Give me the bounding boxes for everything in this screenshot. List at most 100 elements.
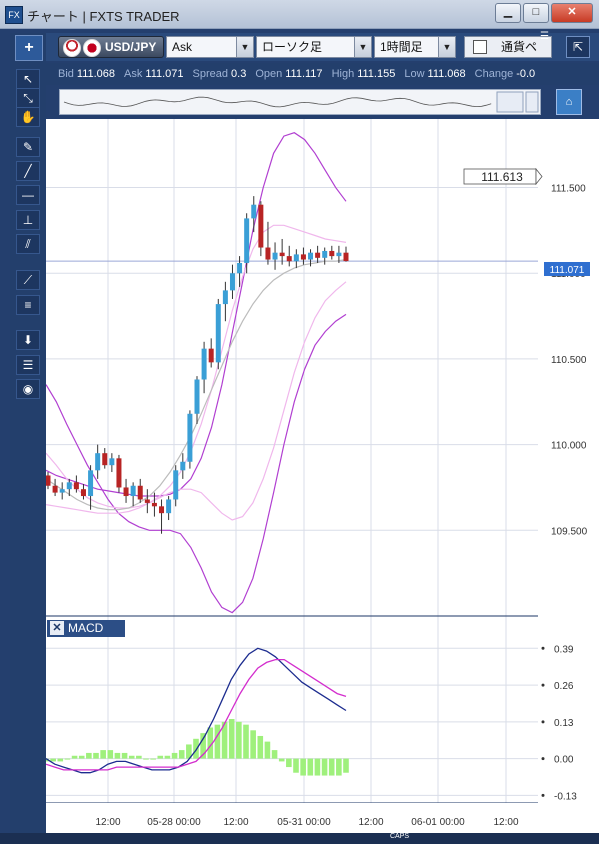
minimize-button[interactable]: ▁ [495, 3, 521, 23]
macd-histogram-bar [314, 758, 321, 776]
time-tick-label: 06-01 00:00 [411, 817, 465, 828]
macd-histogram-bar [286, 758, 292, 768]
title-bar[interactable]: FX チャート | FXTS TRADER ▁ □ ✕ [0, 0, 599, 29]
ask-value: 111.071 [145, 68, 184, 80]
horizontal-line-icon[interactable]: — [16, 185, 40, 205]
spread-value: 0.3 [231, 68, 247, 80]
maximize-button[interactable]: □ [523, 3, 549, 23]
macd-tick-dot [541, 793, 545, 797]
macd-histogram-bar [243, 724, 249, 759]
candle-body [159, 506, 165, 514]
move-cursor-icon[interactable]: ⤡ [16, 88, 40, 108]
macd-tick-label: -0.13 [554, 791, 577, 802]
fibonacci-fan-icon[interactable]: ⟋ [16, 270, 40, 290]
price-side-select[interactable]: Ask ▼ [166, 36, 254, 58]
candle-body [59, 489, 65, 493]
macd-axis: 0.39 0.26 0.13 0.00 -0.13 [541, 644, 577, 802]
macd-histogram-bar [128, 755, 135, 759]
candle-body [229, 273, 235, 291]
symbol-selector[interactable]: USD/JPY [58, 36, 164, 58]
trendline-icon[interactable]: ╱ [16, 161, 40, 181]
candle-body [272, 252, 278, 260]
menu-icon[interactable]: ☰ [540, 31, 549, 42]
macd-histogram-bar [143, 758, 149, 760]
close-button[interactable]: ✕ [551, 3, 593, 23]
candle-body [215, 304, 221, 363]
candle-body [46, 475, 51, 486]
time-tick-label: 05-28 00:00 [147, 817, 201, 828]
macd-title: MACD [68, 621, 104, 635]
open-label: Open [255, 68, 283, 80]
macd-histogram-bar [136, 755, 142, 759]
low-label: Low [404, 68, 425, 80]
time-tick-label: 12:00 [95, 817, 120, 828]
app-icon: FX [5, 6, 23, 24]
vertical-line-icon[interactable]: ⊥ [16, 210, 40, 230]
currency-pair-panel-button[interactable]: 通貨ペ [464, 36, 552, 58]
candle-body [265, 247, 271, 260]
bollinger-bands [46, 132, 347, 614]
macd-histogram-bar [293, 758, 299, 773]
candle-body [279, 252, 285, 257]
time-tick-label: 12:00 [493, 817, 518, 828]
candle-body [329, 250, 335, 257]
candle-body [95, 453, 101, 471]
candle-body [137, 485, 143, 500]
candle-body [187, 413, 193, 462]
macd-tick-dot [541, 757, 545, 761]
home-icon[interactable]: ⌂ [556, 89, 582, 115]
macd-histogram-bar [186, 744, 192, 759]
spread-label: Spread [192, 68, 229, 80]
close-macd-button[interactable]: ✕ [50, 621, 64, 635]
plot-area [46, 119, 538, 833]
macd-tick-dot [541, 720, 545, 724]
candle-body [308, 252, 314, 260]
channel-icon[interactable]: ⫽ [16, 234, 40, 254]
checkbox[interactable] [473, 40, 487, 54]
hand-icon[interactable]: ✋ [16, 107, 40, 127]
camera-icon[interactable]: ◉ [16, 379, 40, 399]
candle-body [286, 256, 292, 262]
bid-value: 111.068 [76, 68, 116, 80]
expand-button[interactable]: ⇱ [566, 36, 590, 58]
low-value: 111.068 [427, 68, 466, 80]
price-tick-label: 111.500 [551, 184, 586, 195]
macd-panel-header: ✕ MACD [47, 620, 125, 637]
download-icon[interactable]: ⬇ [16, 330, 40, 350]
timeframe-select[interactable]: 1時間足 ▼ [374, 36, 456, 58]
time-axis-bg [46, 803, 599, 833]
macd-histogram-bar [200, 733, 206, 759]
select-cursor-icon[interactable]: ↖ [16, 69, 40, 89]
candle-body [130, 485, 136, 497]
macd-histogram-bar [121, 752, 128, 759]
add-chart-button[interactable]: + [15, 35, 43, 61]
price-axis-area [538, 119, 599, 833]
pen-icon[interactable]: ✎ [16, 137, 40, 157]
macd-histogram-bar [193, 738, 199, 759]
macd-histogram-bar [343, 758, 349, 773]
macd-histogram-bar [57, 758, 64, 762]
list-icon[interactable]: ☰ [16, 355, 40, 375]
fibonacci-retracement-icon[interactable]: ≡ [16, 295, 40, 315]
candle-body [116, 458, 122, 488]
candle-body [102, 453, 108, 466]
currency-pair-panel-label: 通貨ペ [501, 40, 538, 54]
macd-tick-dot [541, 683, 545, 687]
window-title: チャート | FXTS TRADER [27, 9, 180, 24]
candle-body [52, 485, 58, 493]
navigator-strip[interactable] [59, 89, 541, 115]
candle-body [258, 204, 264, 248]
candle-body [343, 252, 349, 262]
macd-histogram-bar [236, 721, 242, 759]
candle-body [80, 489, 86, 497]
macd-histogram-bar [221, 721, 228, 759]
candle-body [88, 470, 94, 497]
candles [46, 196, 349, 534]
chart-type-select[interactable]: ローソク足 ▼ [256, 36, 372, 58]
macd-histogram-bar [271, 750, 278, 759]
symbol-label: USD/JPY [105, 40, 157, 54]
candle-body [336, 252, 342, 257]
candle-body [123, 487, 129, 497]
